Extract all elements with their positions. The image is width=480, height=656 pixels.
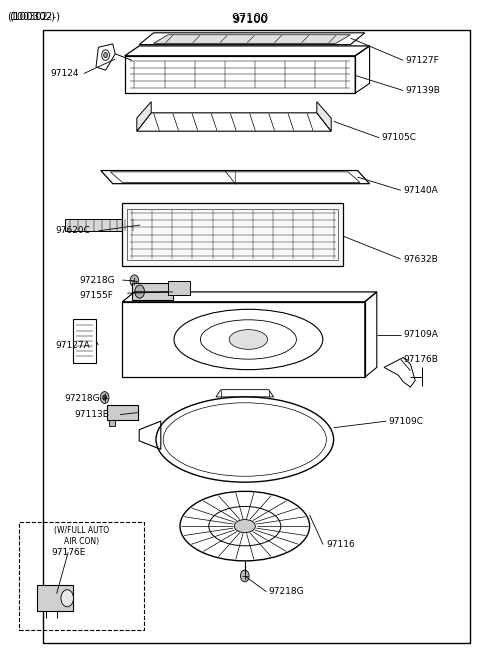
Bar xyxy=(65,219,139,231)
Text: 97218G: 97218G xyxy=(65,394,100,403)
Ellipse shape xyxy=(229,329,268,349)
Text: (W/FULL AUTO
AIR CON): (W/FULL AUTO AIR CON) xyxy=(54,526,109,546)
Text: (100302-): (100302-) xyxy=(7,11,55,22)
Text: 97124: 97124 xyxy=(51,69,79,78)
Text: 97140A: 97140A xyxy=(403,186,438,195)
Text: 97620C: 97620C xyxy=(55,226,90,236)
Polygon shape xyxy=(154,35,350,43)
Circle shape xyxy=(130,275,139,287)
Text: 97139B: 97139B xyxy=(406,86,441,95)
Bar xyxy=(109,420,115,426)
Text: 97176B: 97176B xyxy=(403,355,438,364)
Bar xyxy=(122,203,343,266)
Text: 97632B: 97632B xyxy=(403,255,438,264)
Circle shape xyxy=(240,570,249,582)
Bar xyxy=(37,585,73,611)
Bar xyxy=(19,522,144,630)
Text: (100302-): (100302-) xyxy=(10,11,61,22)
Circle shape xyxy=(100,392,109,403)
Bar xyxy=(132,283,173,300)
Text: 97109C: 97109C xyxy=(389,417,424,426)
Text: 97113B: 97113B xyxy=(74,410,109,419)
Polygon shape xyxy=(317,102,331,131)
Text: 97155F: 97155F xyxy=(79,291,113,300)
Text: 97105C: 97105C xyxy=(382,133,417,142)
Text: 97218G: 97218G xyxy=(79,276,115,285)
Text: 97176E: 97176E xyxy=(51,548,85,557)
Circle shape xyxy=(61,590,73,607)
Circle shape xyxy=(103,395,107,400)
Polygon shape xyxy=(137,102,151,131)
Bar xyxy=(43,30,470,643)
Bar xyxy=(73,319,96,363)
Circle shape xyxy=(104,52,108,58)
Ellipse shape xyxy=(234,520,255,533)
Text: 97116: 97116 xyxy=(326,540,355,549)
Text: 97109A: 97109A xyxy=(403,330,438,339)
Text: 97100: 97100 xyxy=(231,12,268,25)
Text: 97218G: 97218G xyxy=(269,587,304,596)
Text: 97127F: 97127F xyxy=(406,56,439,65)
Text: 97127A: 97127A xyxy=(55,340,90,350)
Circle shape xyxy=(135,285,144,298)
Bar xyxy=(168,281,190,295)
Text: 97100: 97100 xyxy=(232,14,267,25)
Bar xyxy=(127,209,338,260)
Bar xyxy=(107,405,138,420)
